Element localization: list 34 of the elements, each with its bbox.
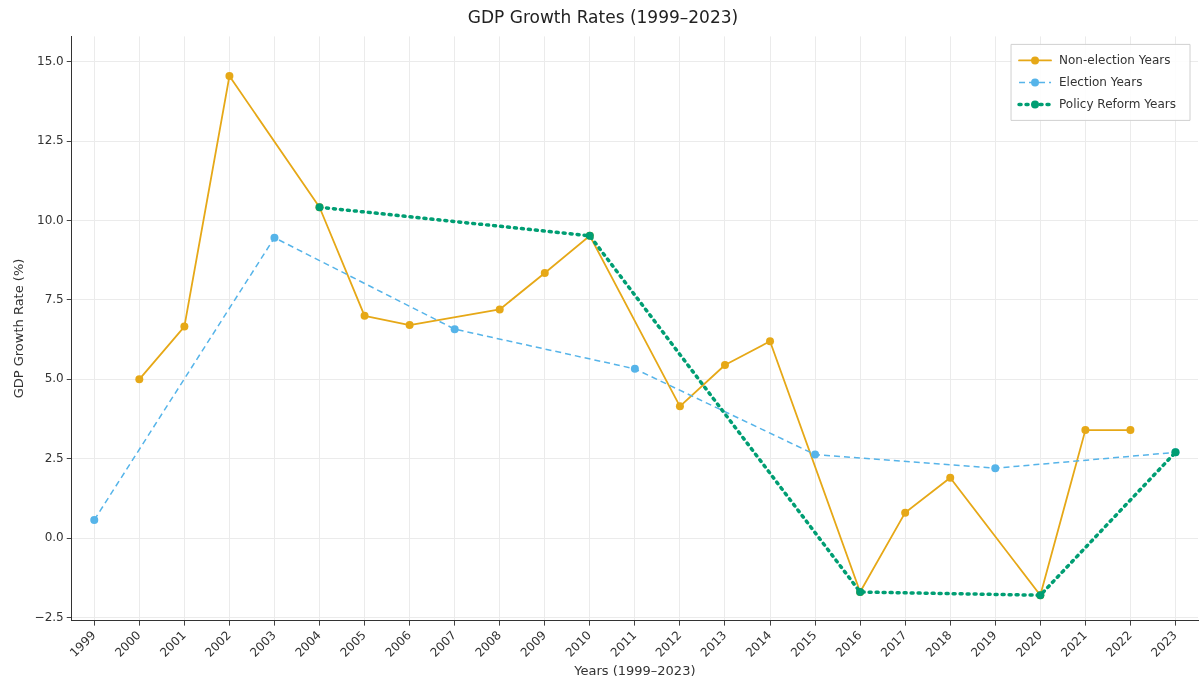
chart-title: GDP Growth Rates (1999–2023)	[467, 6, 739, 27]
point	[135, 375, 144, 384]
point	[991, 464, 1000, 473]
y-tick-label: 0.0	[44, 530, 64, 545]
y-tick-label: 2.5	[44, 450, 64, 465]
point	[90, 515, 99, 524]
y-tick-label: −2.5	[34, 609, 64, 624]
y-tick-label: 12.5	[37, 133, 64, 148]
point	[675, 402, 684, 411]
point	[811, 450, 820, 459]
point	[450, 325, 459, 334]
y-tick-label: 5.0	[44, 371, 64, 386]
point	[540, 268, 549, 277]
point	[901, 508, 910, 517]
y-tick-label: 15.0	[37, 53, 64, 68]
point	[630, 364, 639, 373]
y-axis-title: GDP Growth Rate (%)	[11, 258, 27, 399]
y-tick-label: 10.0	[37, 212, 64, 227]
x-axis-title: Years (1999–2023)	[573, 662, 696, 678]
legend-label: Election Years	[1059, 74, 1143, 89]
point	[1126, 426, 1135, 435]
point	[766, 337, 775, 346]
point	[270, 233, 279, 242]
point	[405, 321, 414, 330]
point	[180, 322, 189, 331]
point	[225, 72, 234, 81]
point	[360, 311, 369, 320]
y-tick-label: 7.5	[44, 292, 64, 307]
legend-label: Policy Reform Years	[1059, 96, 1176, 111]
point	[1081, 426, 1090, 435]
point	[495, 305, 504, 314]
legend-label: Non-election Years	[1059, 52, 1171, 67]
point	[946, 473, 955, 482]
point	[720, 361, 729, 370]
